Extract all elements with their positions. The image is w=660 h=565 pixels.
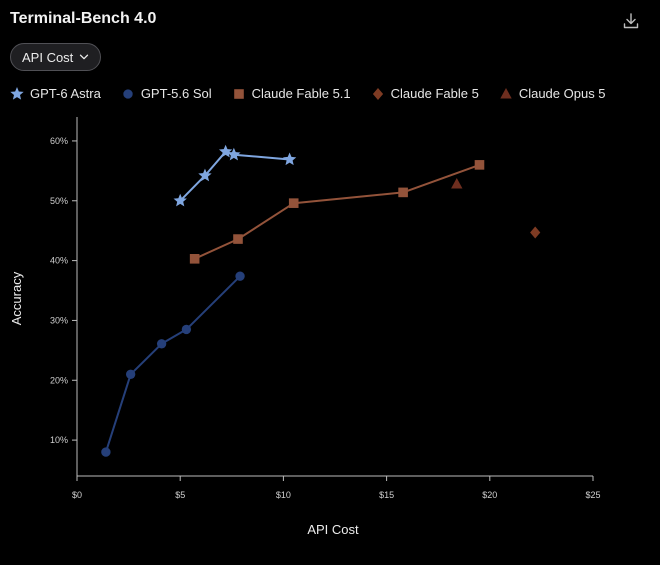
diamond-marker-icon [372, 87, 383, 100]
x-tick-label: $15 [379, 490, 394, 500]
data-point-gpt-5-6-sol [181, 324, 192, 335]
data-point-gpt-5-6-sol [125, 369, 136, 379]
legend-swatch [123, 88, 133, 99]
legend-item[interactable]: Claude Opus 5 [499, 86, 606, 101]
star-marker-icon [10, 86, 24, 100]
data-point-gpt-6-astra [218, 144, 233, 158]
data-point-claude-fable-5-1 [398, 187, 408, 198]
legend-swatch [372, 87, 383, 100]
legend-item[interactable]: GPT-6 Astra [10, 86, 101, 101]
data-point-gpt-6-astra [282, 152, 297, 166]
download-icon [623, 13, 639, 29]
triangle-marker-icon [500, 87, 512, 98]
legend-label: Claude Fable 5 [390, 86, 479, 101]
x-axis-title: API Cost [307, 522, 359, 537]
data-point-claude-fable-5-1 [474, 160, 485, 170]
data-point-gpt-6-astra [227, 147, 241, 161]
chart-marks [101, 144, 541, 457]
chart-series-lines [104, 150, 480, 453]
legend-label: Claude Fable 5.1 [251, 86, 351, 101]
y-tick-label: 40% [50, 256, 68, 266]
series-line-claude-fable-5-1 [194, 163, 480, 260]
data-point-gpt-6-astra [198, 168, 212, 182]
data-point-claude-fable-5-1 [288, 198, 299, 208]
data-point-claude-fable-5-1 [189, 254, 200, 264]
metric-select-label: API Cost [22, 49, 74, 65]
legend-swatch [233, 88, 244, 99]
x-tick-label: $5 [175, 490, 185, 500]
legend-item[interactable]: GPT-5.6 Sol [121, 86, 212, 101]
series-line-gpt-5-6-sol [104, 275, 241, 453]
legend-swatch [10, 86, 24, 100]
data-point-gpt-5-6-sol [156, 339, 167, 349]
legend-label: Claude Opus 5 [518, 86, 606, 101]
x-tick-label: $10 [276, 490, 291, 500]
y-axis-title: Accuracy [9, 271, 24, 325]
y-tick-label: 10% [50, 435, 68, 445]
legend-label: GPT-5.6 Sol [140, 86, 212, 101]
data-point-claude-fable-5 [530, 226, 541, 239]
y-tick-label: 30% [50, 315, 68, 325]
chart-axes: $0 $5 $10 $15 $20 $25 10% 20% 30% 40% 50% 60% API Co… [9, 117, 601, 537]
x-tick-label: $20 [482, 490, 497, 500]
legend-swatch [500, 87, 512, 98]
legend-item[interactable]: Claude Fable 5 [371, 86, 479, 101]
series-line-gpt-6-astra [179, 150, 290, 202]
circle-marker-icon [123, 88, 133, 99]
data-point-claude-fable-5-1 [233, 234, 243, 244]
download-button[interactable] [620, 10, 642, 32]
metric-select[interactable]: API Cost [10, 43, 102, 71]
y-tick-label: 60% [50, 136, 68, 146]
page-title: Terminal-Bench 4.0 [10, 10, 157, 27]
chart-legend: GPT-6 Astra GPT-5.6 Sol Claude Fable 5.1 Cl… [10, 86, 606, 101]
y-tick-label: 20% [50, 375, 68, 385]
legend-item[interactable]: Claude Fable 5.1 [232, 86, 351, 101]
data-point-gpt-5-6-sol [101, 447, 111, 457]
x-tick-label: $25 [585, 490, 600, 500]
square-marker-icon [233, 88, 244, 99]
data-point-gpt-6-astra [173, 193, 187, 207]
data-point-gpt-5-6-sol [235, 271, 245, 281]
data-point-claude-opus-5 [451, 178, 463, 189]
legend-label: GPT-6 Astra [30, 86, 101, 101]
x-tick-label: $0 [72, 490, 82, 500]
chevron-down-icon [80, 54, 89, 60]
y-tick-label: 50% [50, 196, 68, 206]
